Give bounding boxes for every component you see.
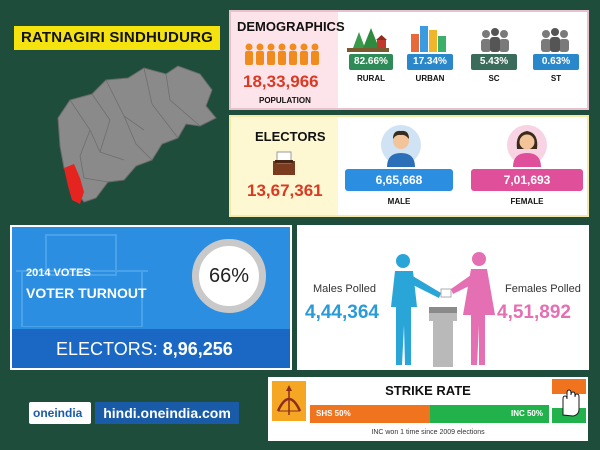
st-label: ST	[550, 74, 562, 83]
male-avatar-icon	[381, 125, 421, 167]
population-label: POPULATION	[259, 96, 311, 105]
electors-total-value: 13,67,361	[247, 181, 323, 200]
strike-rate-note: INC won 1 time since 2009 elections	[371, 429, 485, 436]
strike-rate-heading: STRIKE RATE	[385, 383, 471, 398]
strike-rate-panel: STRIKE RATE SHS 50% INC 50% INC won 1 ti…	[268, 377, 588, 441]
females-polled-label: Females Polled	[505, 283, 581, 295]
sc-percent: 5.43%	[471, 54, 517, 70]
male-electors-value: 6,65,668	[345, 169, 453, 191]
electors-total-block: ELECTORS 13,67,361	[231, 117, 338, 215]
turnout-panel: 2014 VOTES VOTER TURNOUT 66% ELECTORS: 8…	[10, 225, 292, 370]
turnout-electors-bar: ELECTORS: 8,96,256	[12, 329, 290, 368]
shs-bow-arrow-icon	[272, 381, 306, 421]
female-label: FEMALE	[510, 197, 544, 206]
st-group-icon	[541, 28, 569, 52]
males-polled-value: 4,44,364	[305, 302, 379, 323]
males-polled-label: Males Polled	[313, 283, 376, 295]
st-percent: 0.63%	[533, 54, 579, 70]
sc-group-icon	[481, 28, 509, 52]
page-title: RATNAGIRI SINDHUDURG	[14, 26, 220, 50]
sc-label: SC	[488, 74, 500, 83]
trees-icon	[347, 28, 389, 52]
population-value: 18,33,966	[243, 72, 319, 91]
population-block: DEMOGRAPHICS 18,33,966 POPULATION	[231, 12, 345, 108]
maharashtra-map	[57, 65, 217, 204]
buildings-icon	[411, 26, 446, 52]
inc-hand-icon	[552, 379, 586, 423]
turnout-electors-value: 8,96,256	[162, 339, 233, 359]
females-polled-value: 4,51,892	[497, 302, 571, 323]
turnout-label: VOTER TURNOUT	[26, 285, 147, 301]
female-avatar-icon	[507, 125, 547, 167]
turnout-electors: ELECTORS: 8,96,256	[56, 339, 233, 360]
female-electors-value: 7,01,693	[471, 169, 583, 191]
site-url-link[interactable]: hindi.oneindia.com	[95, 402, 239, 424]
demographics-heading: DEMOGRAPHICS	[237, 19, 345, 34]
ballot-watermark-icon	[16, 234, 148, 327]
population-people-icon	[245, 43, 319, 65]
inc-strike-bar: INC 50%	[430, 405, 549, 423]
polled-panel: Males Polled 4,44,364 Females Polled 4,5…	[297, 225, 589, 370]
turnout-year-label: 2014 VOTES	[26, 267, 91, 279]
oneindia-brand: oneindia	[29, 402, 91, 424]
electors-panel: ELECTORS 13,67,361 6,65,668 MALE 7,01,69…	[229, 115, 589, 217]
male-label: MALE	[387, 197, 411, 206]
electors-heading: ELECTORS	[255, 129, 326, 144]
rural-label: RURAL	[357, 74, 385, 83]
ballot-box-icon	[273, 151, 295, 175]
shs-strike-bar: SHS 50%	[310, 405, 430, 423]
demographics-panel: DEMOGRAPHICS 18,33,966 POPULATION	[229, 10, 589, 110]
urban-label: URBAN	[415, 74, 445, 83]
turnout-electors-label: ELECTORS:	[56, 339, 158, 359]
turnout-percent: 66%	[192, 239, 266, 313]
rural-percent: 82.66%	[349, 54, 393, 70]
urban-percent: 17.34%	[407, 54, 453, 70]
oneindia-logo[interactable]: oneindia hindi.oneindia.com	[29, 400, 239, 426]
voting-illustration-icon	[391, 252, 495, 367]
